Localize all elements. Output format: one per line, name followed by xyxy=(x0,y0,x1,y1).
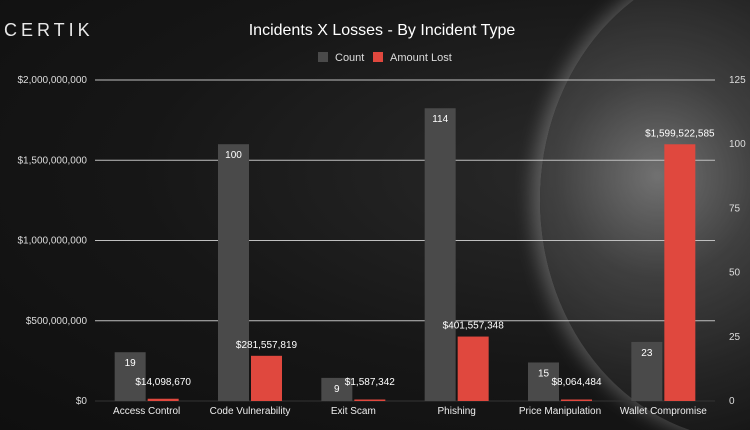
right-tick-label: 50 xyxy=(729,268,741,279)
legend-label: Amount Lost xyxy=(390,52,452,64)
amount-bar xyxy=(561,399,592,401)
count-data-label: 23 xyxy=(641,348,653,359)
amount-data-label: $281,557,819 xyxy=(236,340,298,351)
count-data-label: 19 xyxy=(125,358,137,369)
left-tick-label: $1,000,000,000 xyxy=(17,236,87,247)
left-tick-label: $500,000,000 xyxy=(26,316,88,327)
amount-bar xyxy=(664,144,696,402)
amount-data-label: $1,587,342 xyxy=(345,377,395,388)
count-bar xyxy=(631,341,663,401)
amount-data-label: $14,098,670 xyxy=(135,377,191,388)
left-tick-label: $0 xyxy=(76,396,88,407)
count-data-label: 114 xyxy=(432,114,448,125)
legend: Count Amount Lost xyxy=(318,52,452,64)
count-bar xyxy=(114,352,146,401)
count-bar xyxy=(321,377,353,401)
category-label: Access Control xyxy=(113,406,180,417)
category-label: Wallet Compromise xyxy=(620,406,707,417)
certik-logo: CERTIK xyxy=(4,20,94,40)
count-bar xyxy=(424,108,456,402)
left-tick-label: $2,000,000,000 xyxy=(17,75,87,86)
category-label: Price Manipulation xyxy=(519,406,601,417)
category-labels: Access Control Code Vulnerability Exit Sca… xyxy=(113,406,707,417)
amount-data-label: $1,599,522,585 xyxy=(645,128,715,139)
count-data-label: 100 xyxy=(225,150,242,161)
amount-data-label: $401,557,348 xyxy=(443,321,505,332)
count-bar xyxy=(528,362,559,401)
right-tick-label: 0 xyxy=(729,396,735,407)
gridlines xyxy=(95,79,715,402)
category-label: Code Vulnerability xyxy=(210,406,291,417)
left-tick-label: $1,500,000,000 xyxy=(17,155,87,166)
legend-label: Count xyxy=(335,52,364,64)
count-data-label: 15 xyxy=(538,368,550,379)
right-tick-label: 100 xyxy=(729,139,746,150)
count-bar xyxy=(218,144,249,401)
amount-bar xyxy=(457,336,489,401)
bars: 19 $14,098,670 100 $281,557,819 9 $1,587,342 1… xyxy=(114,108,715,402)
right-axis: 0 25 50 75 100 125 xyxy=(729,75,746,407)
category-label: Exit Scam xyxy=(331,406,376,417)
category-label: Phishing xyxy=(437,406,475,417)
amount-data-label: $8,064,484 xyxy=(551,377,601,388)
legend-swatch xyxy=(318,52,328,62)
amount-bar xyxy=(251,355,282,401)
count-data-label: 9 xyxy=(334,384,340,395)
right-tick-label: 125 xyxy=(729,75,746,86)
amount-bar xyxy=(147,398,179,401)
amount-bar xyxy=(354,399,386,401)
right-tick-label: 25 xyxy=(729,332,741,343)
chart-title: Incidents X Losses - By Incident Type xyxy=(249,22,516,39)
right-tick-label: 75 xyxy=(729,203,741,214)
legend-swatch xyxy=(373,52,383,62)
left-axis: $0 $500,000,000 $1,000,000,000 $1,500,000,0… xyxy=(17,75,87,407)
